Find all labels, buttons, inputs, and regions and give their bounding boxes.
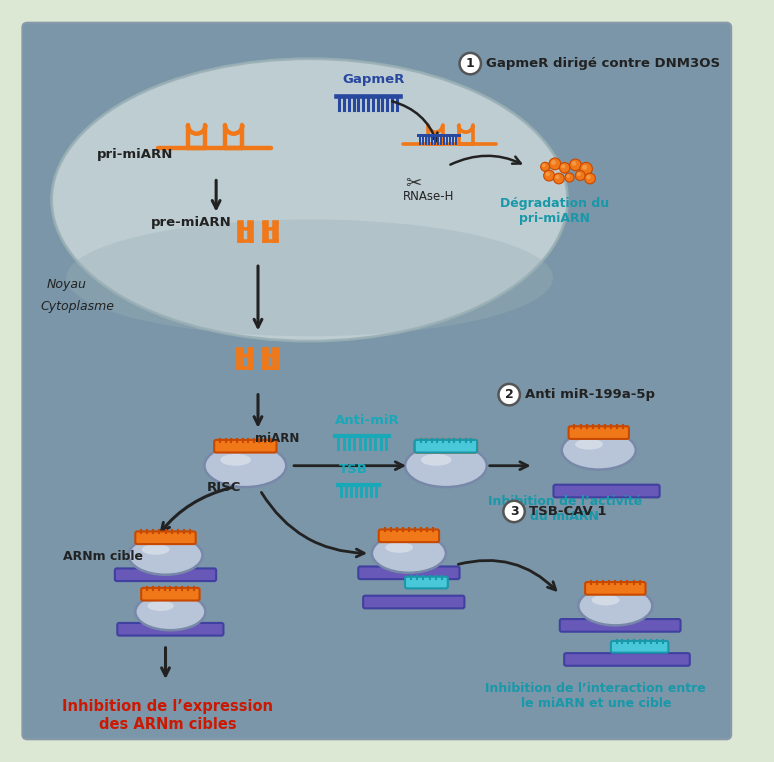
Circle shape bbox=[565, 173, 574, 182]
FancyBboxPatch shape bbox=[214, 440, 276, 453]
Circle shape bbox=[498, 384, 520, 405]
FancyBboxPatch shape bbox=[560, 619, 680, 632]
Circle shape bbox=[546, 172, 550, 176]
Text: TSB-CAV 1: TSB-CAV 1 bbox=[529, 505, 606, 518]
Text: RNAse-H: RNAse-H bbox=[402, 190, 454, 203]
Ellipse shape bbox=[575, 439, 603, 450]
Ellipse shape bbox=[562, 431, 635, 469]
Circle shape bbox=[580, 162, 592, 175]
FancyBboxPatch shape bbox=[378, 530, 439, 542]
Circle shape bbox=[460, 53, 481, 75]
FancyBboxPatch shape bbox=[358, 566, 460, 579]
Circle shape bbox=[541, 162, 550, 171]
FancyBboxPatch shape bbox=[405, 577, 448, 588]
FancyBboxPatch shape bbox=[363, 596, 464, 608]
Ellipse shape bbox=[204, 444, 286, 487]
FancyBboxPatch shape bbox=[115, 568, 216, 581]
Text: pre-miARN: pre-miARN bbox=[151, 216, 231, 229]
FancyBboxPatch shape bbox=[415, 440, 477, 453]
Ellipse shape bbox=[67, 219, 553, 336]
Text: miARN: miARN bbox=[255, 432, 300, 445]
Text: Dégradation du
pri-miARN: Dégradation du pri-miARN bbox=[500, 197, 609, 225]
Circle shape bbox=[575, 171, 585, 181]
Circle shape bbox=[561, 165, 565, 168]
Ellipse shape bbox=[148, 600, 174, 611]
FancyBboxPatch shape bbox=[569, 426, 629, 439]
Circle shape bbox=[549, 158, 561, 170]
Ellipse shape bbox=[372, 534, 446, 573]
Text: TSB: TSB bbox=[339, 463, 368, 475]
Ellipse shape bbox=[405, 444, 487, 487]
Text: Cytoplasme: Cytoplasme bbox=[41, 300, 115, 313]
FancyBboxPatch shape bbox=[415, 440, 477, 453]
Ellipse shape bbox=[128, 536, 203, 575]
Text: ARNm cible: ARNm cible bbox=[63, 550, 143, 563]
Circle shape bbox=[553, 173, 564, 184]
Ellipse shape bbox=[385, 542, 413, 553]
Circle shape bbox=[543, 170, 554, 181]
Text: Inhibition de l’activité
du miARN: Inhibition de l’activité du miARN bbox=[488, 495, 642, 523]
Circle shape bbox=[567, 174, 570, 178]
Circle shape bbox=[555, 175, 560, 179]
Ellipse shape bbox=[591, 594, 619, 606]
FancyBboxPatch shape bbox=[611, 641, 669, 652]
FancyBboxPatch shape bbox=[585, 582, 646, 594]
FancyBboxPatch shape bbox=[553, 485, 659, 498]
Text: GapmeR: GapmeR bbox=[343, 73, 405, 86]
Text: 1: 1 bbox=[466, 57, 474, 70]
Text: RISC: RISC bbox=[207, 481, 241, 494]
FancyBboxPatch shape bbox=[22, 23, 731, 739]
Text: Inhibition de l’interaction entre
le miARN et une cible: Inhibition de l’interaction entre le miA… bbox=[485, 682, 706, 710]
Circle shape bbox=[551, 160, 556, 165]
Text: Anti-miR: Anti-miR bbox=[335, 414, 399, 427]
Circle shape bbox=[570, 159, 581, 171]
Text: GapmeR dirigé contre DNM3OS: GapmeR dirigé contre DNM3OS bbox=[486, 57, 720, 70]
Text: 3: 3 bbox=[510, 505, 519, 518]
Ellipse shape bbox=[221, 454, 251, 466]
Ellipse shape bbox=[578, 587, 652, 626]
FancyBboxPatch shape bbox=[564, 653, 690, 666]
FancyBboxPatch shape bbox=[141, 588, 200, 600]
Text: Noyau: Noyau bbox=[46, 277, 87, 290]
Ellipse shape bbox=[421, 454, 451, 466]
Text: 2: 2 bbox=[505, 388, 514, 401]
Text: ✂: ✂ bbox=[406, 174, 422, 193]
Circle shape bbox=[503, 501, 525, 522]
Circle shape bbox=[582, 165, 587, 170]
Text: pri-miARN: pri-miARN bbox=[98, 148, 173, 161]
Circle shape bbox=[577, 172, 580, 176]
Circle shape bbox=[560, 162, 570, 173]
Text: Inhibition de l’expression
des ARNm cibles: Inhibition de l’expression des ARNm cibl… bbox=[62, 700, 273, 732]
FancyBboxPatch shape bbox=[135, 531, 196, 544]
Ellipse shape bbox=[52, 59, 567, 341]
Ellipse shape bbox=[142, 544, 170, 555]
Circle shape bbox=[584, 173, 595, 184]
Ellipse shape bbox=[135, 594, 205, 630]
Circle shape bbox=[587, 175, 591, 179]
FancyBboxPatch shape bbox=[118, 623, 224, 636]
Circle shape bbox=[572, 161, 577, 165]
Circle shape bbox=[542, 164, 546, 167]
Text: Anti miR-199a-5p: Anti miR-199a-5p bbox=[525, 388, 655, 401]
